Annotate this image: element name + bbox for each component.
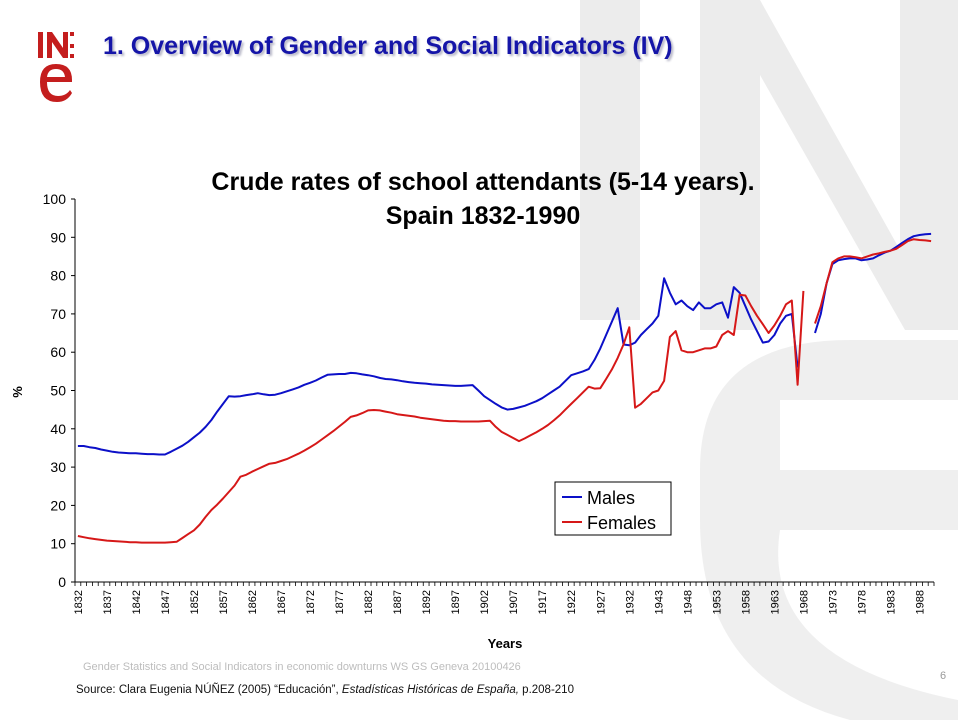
legend-label-females: Females xyxy=(587,513,656,533)
y-tick-label: 0 xyxy=(58,574,66,590)
y-tick-label: 20 xyxy=(50,497,66,513)
y-tick-label: 70 xyxy=(50,306,66,322)
x-tick-label: 1897 xyxy=(450,590,462,614)
y-ticks: 0 10 20 30 40 50 60 70 80 90 100 xyxy=(43,191,75,590)
chart-title-line2: Spain 1832-1990 xyxy=(386,202,581,230)
chart-title: Crude rates of school attendants (5-14 y… xyxy=(211,168,754,230)
page-number: 6 xyxy=(940,670,947,682)
x-tick-label: 1943 xyxy=(653,590,665,614)
x-tick-label: 1837 xyxy=(102,590,114,614)
series-line-females xyxy=(77,290,805,544)
x-tick-label: 1842 xyxy=(131,590,143,614)
source-prefix: Source: Clara Eugenia NÚÑEZ (2005) “Educ… xyxy=(76,684,339,696)
slide-title: 1. Overview of Gender and Social Indicat… xyxy=(103,32,673,60)
legend-box xyxy=(554,481,672,536)
x-tick-label: 1948 xyxy=(682,590,694,614)
y-tick-label: 100 xyxy=(43,191,67,207)
x-tick-label: 1953 xyxy=(711,590,723,614)
y-tick-label: 60 xyxy=(50,344,66,360)
x-tick-label: 1968 xyxy=(798,590,810,614)
chart-title-line1: Crude rates of school attendants (5-14 y… xyxy=(211,168,754,196)
y-tick-label: 30 xyxy=(50,459,66,475)
series-lines xyxy=(77,232,932,544)
y-tick-label: 50 xyxy=(50,383,66,399)
x-tick-label: 1988 xyxy=(914,590,926,614)
y-tick-label: 10 xyxy=(50,536,66,552)
x-tick-label: 1847 xyxy=(160,590,172,614)
x-tick-label: 1983 xyxy=(885,590,897,614)
x-tick-label: 1872 xyxy=(305,590,317,614)
x-ticks: 1832 1837 1842 1847 1852 1857 1862 1867 1872 1877… xyxy=(73,582,935,614)
legend: Males Females xyxy=(554,481,672,536)
y-tick-label: 90 xyxy=(50,229,66,245)
footer-text: Gender Statistics and Social Indicators … xyxy=(83,661,521,673)
x-tick-label: 1927 xyxy=(595,590,607,614)
ine-logo xyxy=(38,32,74,102)
y-tick-label: 40 xyxy=(50,421,66,437)
x-tick-label: 1852 xyxy=(189,590,201,614)
x-tick-label: 1922 xyxy=(566,590,578,614)
x-tick-label: 1892 xyxy=(421,590,433,614)
source-note: Source: Clara Eugenia NÚÑEZ (2005) “Educ… xyxy=(76,684,574,696)
x-tick-label: 1973 xyxy=(827,590,839,614)
x-tick-label: 1902 xyxy=(479,590,491,614)
x-tick-label: 1907 xyxy=(508,590,520,614)
x-tick-label: 1917 xyxy=(537,590,549,614)
x-tick-label: 1882 xyxy=(363,590,375,614)
series-line-females xyxy=(814,238,932,324)
x-axis-label: Years xyxy=(488,636,523,651)
series-line-males xyxy=(814,232,932,334)
x-tick-label: 1857 xyxy=(218,590,230,614)
x-tick-label: 1958 xyxy=(740,590,752,614)
y-tick-label: 80 xyxy=(50,268,66,284)
x-tick-label: 1963 xyxy=(769,590,781,614)
x-tick-label: 1978 xyxy=(856,590,868,614)
source-suffix: p.208-210 xyxy=(522,684,574,696)
x-tick-label: 1877 xyxy=(334,590,346,614)
source-italic: Estadísticas Históricas de España, xyxy=(341,684,519,696)
x-tick-label: 1932 xyxy=(624,590,636,614)
y-axis-label: % xyxy=(10,386,25,398)
legend-label-males: Males xyxy=(587,488,635,508)
x-tick-label: 1887 xyxy=(392,590,404,614)
x-tick-label: 1867 xyxy=(276,590,288,614)
series-line-males xyxy=(77,277,799,456)
x-tick-label: 1862 xyxy=(247,590,259,614)
x-tick-label: 1832 xyxy=(73,590,85,614)
